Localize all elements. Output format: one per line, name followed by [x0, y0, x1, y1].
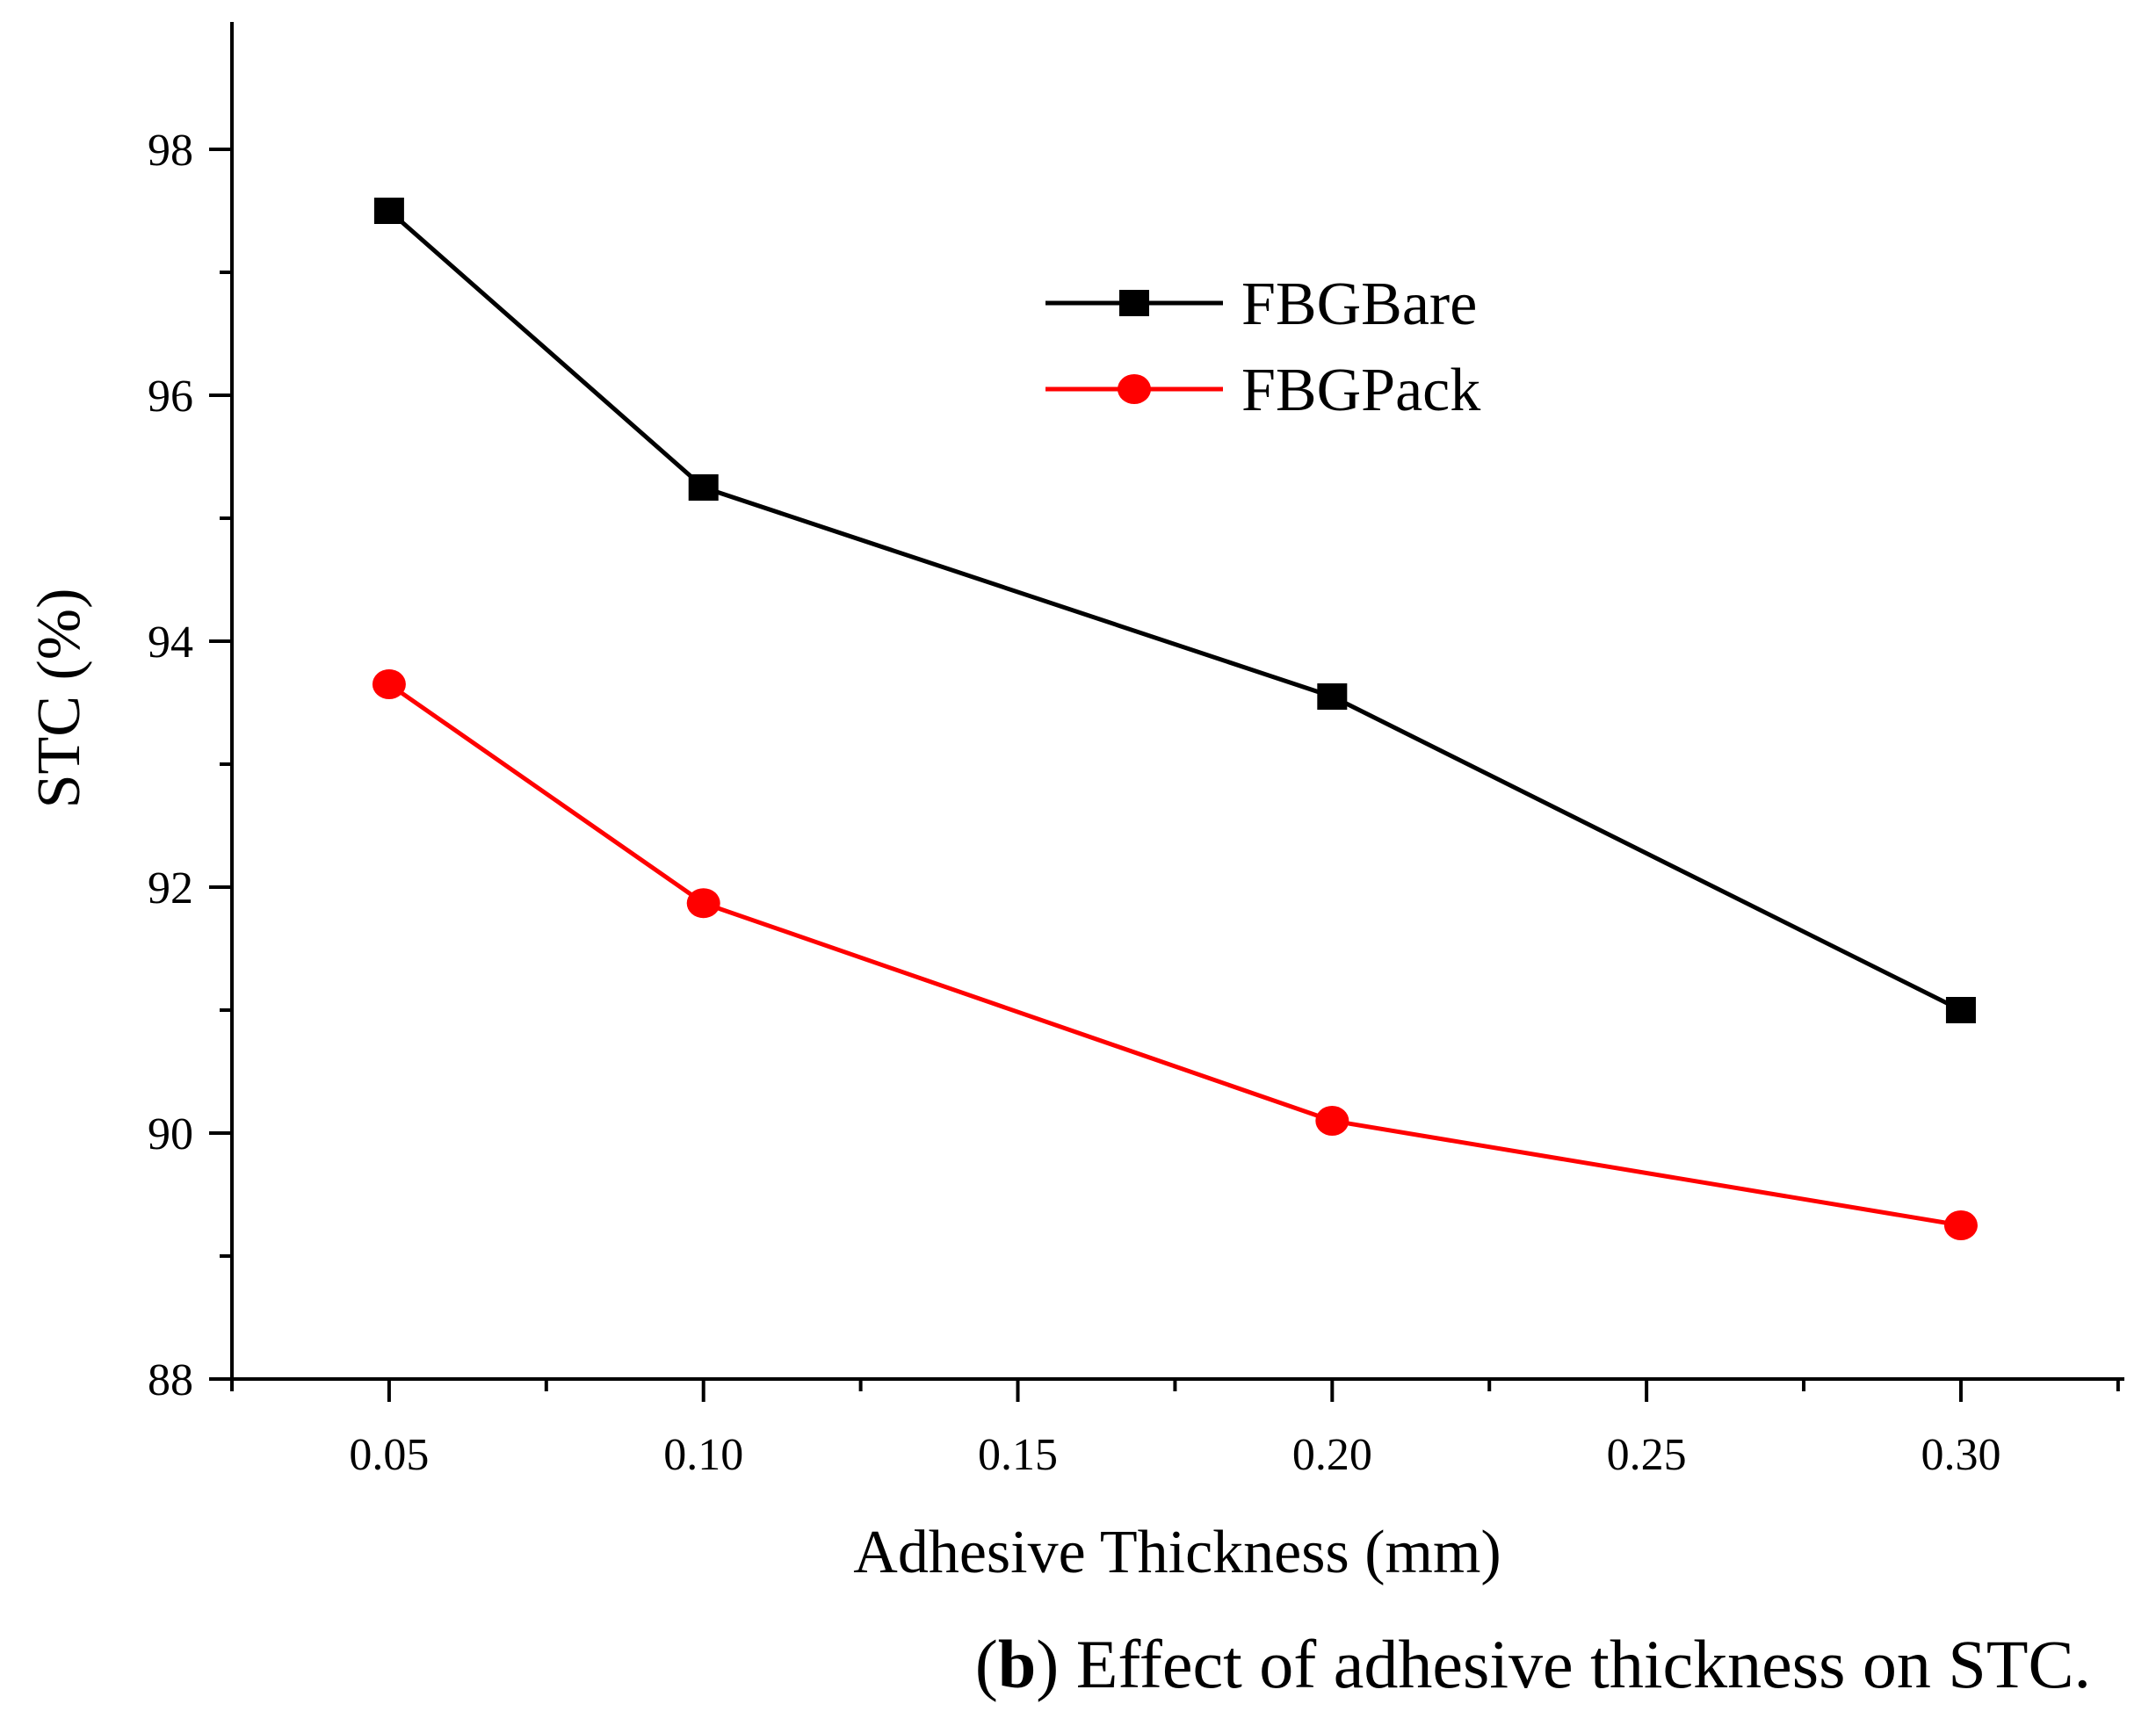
x-tick-label: 0.25: [1607, 1430, 1687, 1480]
series-line-FBGPack: [387, 682, 1962, 1228]
x-tick-label: 0.15: [978, 1430, 1058, 1480]
data-point-FBGBare: [688, 474, 719, 501]
x-tick-label: 0.20: [1292, 1430, 1372, 1480]
x-tick-label: 0.10: [663, 1430, 743, 1480]
legend-marker-FBGBare: [1119, 290, 1149, 316]
data-point-FBGBare: [1317, 683, 1348, 710]
legend-label-FBGPack: FBGPack: [1241, 357, 1480, 424]
y-tick-label: 98: [148, 126, 193, 176]
legend-marker-FBGPack: [1118, 374, 1151, 404]
y-tick-label: 90: [148, 1109, 193, 1159]
data-point-FBGPack: [686, 888, 720, 919]
x-tick-label: 0.30: [1921, 1430, 2000, 1480]
y-tick-label: 88: [148, 1355, 193, 1405]
legend-label-FBGBare: FBGBare: [1241, 271, 1477, 338]
y-tick-label: 96: [148, 372, 193, 422]
y-tick-label: 94: [148, 617, 193, 668]
data-point-FBGBare: [373, 198, 404, 224]
caption-close-paren: ): [1036, 1626, 1060, 1702]
legend: FBGBare FBGPack: [1045, 271, 1480, 424]
data-point-FBGPack: [1315, 1106, 1349, 1136]
figure-caption: (b) Effect of adhesive thickness on STC.: [791, 1625, 2091, 1704]
caption-letter: b: [997, 1626, 1037, 1702]
series-line-FBGBare: [387, 209, 1963, 1013]
x-axis-title: Adhesive Thickness (mm): [853, 1519, 1501, 1586]
caption-text: Effect of adhesive thickness on STC.: [1059, 1626, 2091, 1702]
data-point-FBGPack: [372, 669, 406, 699]
axes: 88 90 92 94 96 98 0.05 0.10 0.15 0.20 0.25 0.30: [148, 22, 2124, 1480]
caption-open-paren: (: [974, 1626, 998, 1702]
y-axis-title: STC (%): [25, 588, 93, 809]
data-point-FBGPack: [1943, 1210, 1978, 1240]
series-layer: [372, 198, 1978, 1240]
data-point-FBGBare: [1945, 997, 1976, 1023]
y-tick-label: 92: [148, 863, 193, 913]
x-tick-label: 0.05: [349, 1430, 429, 1480]
